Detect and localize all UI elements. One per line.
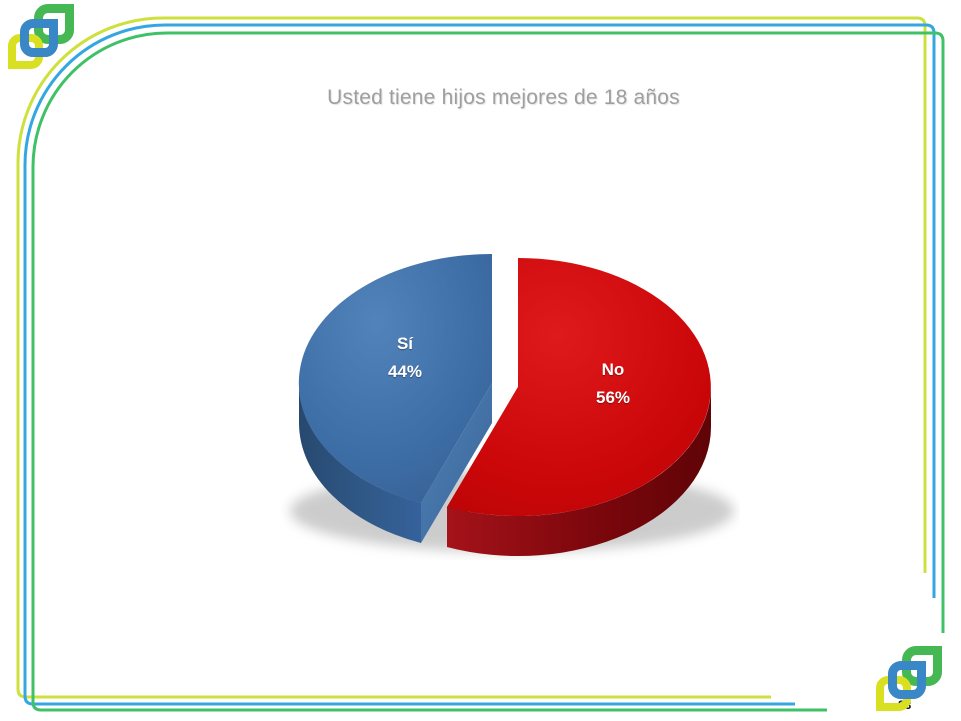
leaf-blue-icon <box>20 19 58 57</box>
leaf-blue-icon <box>888 661 926 699</box>
chart-title: Usted tiene hijos mejores de 18 años <box>327 86 680 109</box>
pie-slice-si <box>298 253 492 543</box>
pie-chart: Sí 44% No 56% <box>280 230 740 560</box>
logo-top-left <box>8 4 74 70</box>
pie-slice-no <box>447 258 711 557</box>
logo-bottom-right <box>876 646 942 712</box>
